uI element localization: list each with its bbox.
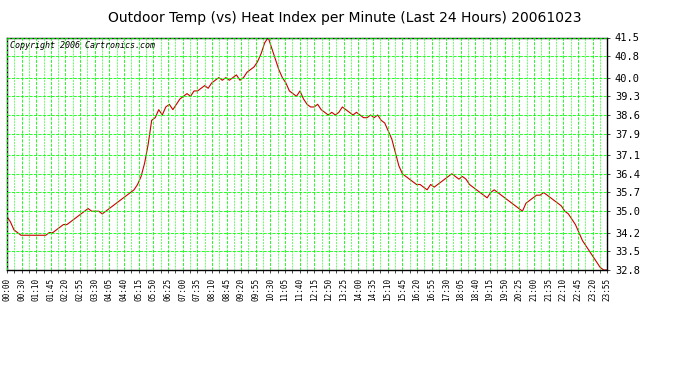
Text: Outdoor Temp (vs) Heat Index per Minute (Last 24 Hours) 20061023: Outdoor Temp (vs) Heat Index per Minute …	[108, 11, 582, 25]
Text: Copyright 2006 Cartronics.com: Copyright 2006 Cartronics.com	[10, 41, 155, 50]
